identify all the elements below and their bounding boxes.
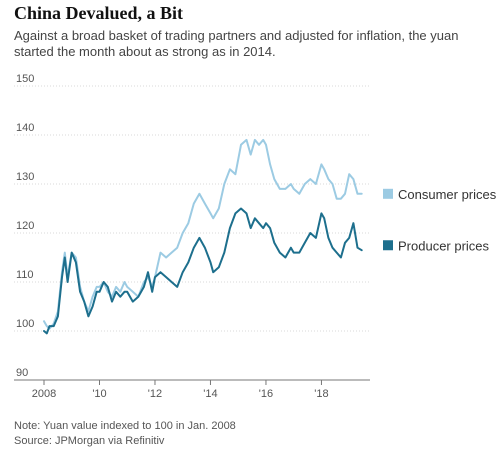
chart-subtitle: Against a broad basket of trading partne… — [14, 28, 459, 59]
legend-label: Producer prices — [398, 238, 490, 253]
y-tick-label: 110 — [16, 269, 34, 281]
y-tick-label: 90 — [16, 367, 28, 379]
series-line-producer-prices — [43, 207, 363, 335]
x-tick-label: 2008 — [32, 388, 56, 400]
y-tick-label: 150 — [16, 73, 34, 85]
legend-swatch — [383, 188, 393, 199]
x-tick-label: '18 — [314, 388, 328, 400]
x-tick-label: '14 — [203, 388, 217, 400]
chart-note: Note: Yuan value indexed to 100 in Jan. … — [14, 420, 236, 432]
y-tick-label: 100 — [16, 318, 34, 330]
chart-source: Source: JPMorgan via Refinitiv — [14, 435, 165, 447]
gridlines — [14, 85, 370, 381]
chart-title: China Devalued, a Bit — [14, 3, 184, 23]
x-tick-label: '16 — [259, 388, 273, 400]
series-lines — [43, 138, 363, 335]
legend: Consumer prices Producer prices — [383, 187, 497, 253]
x-tick-label: '10 — [92, 388, 106, 400]
y-tick-label: 120 — [16, 220, 34, 232]
axis-ticks: 90 100 110 120 130 140 150 2008 '10 '12 '14 '16 '18 — [16, 73, 329, 400]
series-line-consumer-prices — [43, 138, 363, 330]
legend-label: Consumer prices — [398, 187, 497, 202]
x-tick-label: '12 — [148, 388, 162, 400]
y-tick-label: 130 — [16, 171, 34, 183]
y-tick-label: 140 — [16, 122, 34, 134]
legend-swatch — [383, 240, 393, 251]
